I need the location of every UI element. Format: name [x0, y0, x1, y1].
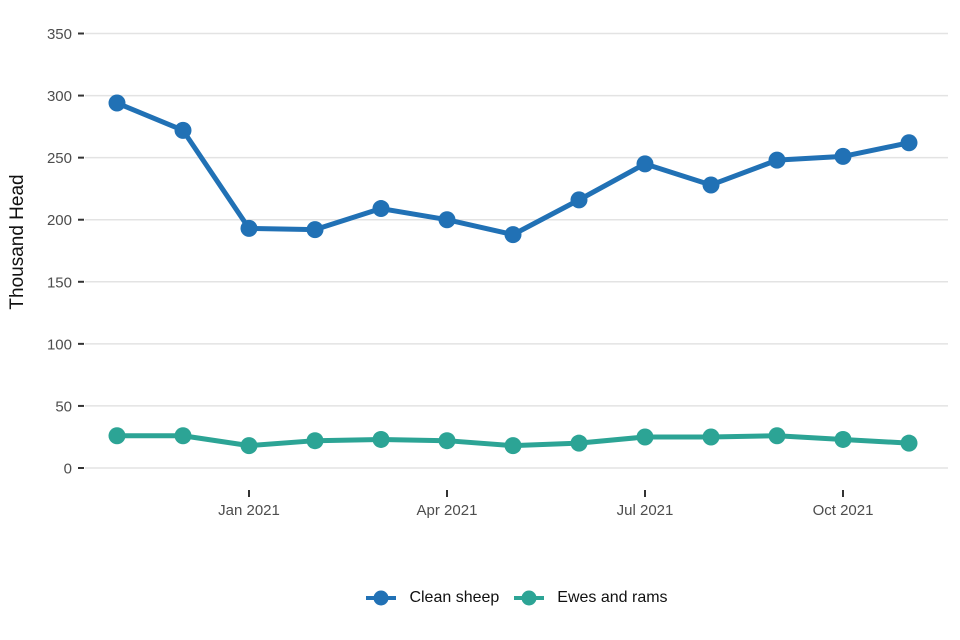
legend-key-dot [521, 590, 537, 606]
legend-key-clean-sheep-icon [366, 590, 397, 606]
y-tick-label-200: 200 [47, 212, 72, 229]
legend-key-dot [373, 590, 389, 606]
legend-key-ewes-and-rams-icon [514, 590, 545, 606]
data-point-clean-sheep-jul-2021 [636, 155, 654, 173]
legend-item-clean-sheep: Clean sheep [365, 588, 499, 608]
legend-item-ewes-and-rams: Ewes and rams [513, 588, 668, 608]
data-point-ewes-and-rams-mar-2021 [372, 430, 390, 448]
legend-label-ewes-and-rams: Ewes and rams [557, 589, 668, 606]
data-point-ewes-and-rams-jul-2021 [636, 428, 654, 446]
data-point-clean-sheep-dec-2020 [174, 121, 192, 139]
data-point-clean-sheep-nov-2021 [900, 134, 918, 152]
data-point-clean-sheep-jan-2021 [240, 219, 258, 237]
data-point-ewes-and-rams-nov-2021 [900, 434, 918, 452]
data-point-ewes-and-rams-nov-2020 [108, 427, 126, 445]
data-point-clean-sheep-nov-2020 [108, 94, 126, 112]
y-tick-label-100: 100 [47, 336, 72, 353]
data-point-clean-sheep-sep-2021 [768, 151, 786, 169]
data-point-ewes-and-rams-sep-2021 [768, 427, 786, 445]
y-tick-label-300: 300 [47, 88, 72, 105]
y-tick-label-50: 50 [55, 398, 72, 415]
line-chart-canvas: 0 50 100 150 200 250 300 350 Jan 2021 Apr 2021 Jul… [7, 26, 948, 519]
data-point-ewes-and-rams-oct-2021 [834, 430, 852, 448]
y-tick-label-250: 250 [47, 150, 72, 167]
data-point-ewes-and-rams-may-2021 [504, 437, 522, 455]
legend-label-clean-sheep: Clean sheep [409, 589, 500, 606]
chart-legend: Clean sheep Ewes and rams [85, 588, 948, 608]
x-tick-label-jan-2021: Jan 2021 [218, 502, 280, 519]
y-axis-title: Thousand Head [7, 174, 28, 309]
data-point-ewes-and-rams-aug-2021 [702, 428, 720, 446]
data-point-clean-sheep-jun-2021 [570, 191, 588, 209]
y-tick-label-0: 0 [64, 461, 72, 478]
data-point-clean-sheep-aug-2021 [702, 176, 720, 194]
y-tick-label-350: 350 [47, 26, 72, 43]
data-point-ewes-and-rams-dec-2020 [174, 427, 192, 445]
y-tick-label-150: 150 [47, 274, 72, 291]
data-point-ewes-and-rams-jan-2021 [240, 437, 258, 455]
data-point-clean-sheep-may-2021 [504, 226, 522, 244]
data-point-clean-sheep-mar-2021 [372, 200, 390, 218]
x-tick-label-oct-2021: Oct 2021 [813, 502, 874, 519]
data-point-clean-sheep-feb-2021 [306, 221, 324, 239]
data-point-ewes-and-rams-jun-2021 [570, 434, 588, 452]
data-point-clean-sheep-oct-2021 [834, 147, 852, 165]
data-point-ewes-and-rams-feb-2021 [306, 432, 324, 450]
x-tick-label-apr-2021: Apr 2021 [417, 502, 478, 519]
data-point-clean-sheep-apr-2021 [438, 211, 456, 229]
x-tick-label-jul-2021: Jul 2021 [617, 502, 674, 519]
data-point-ewes-and-rams-apr-2021 [438, 432, 456, 450]
series-line-clean-sheep [114, 100, 912, 238]
